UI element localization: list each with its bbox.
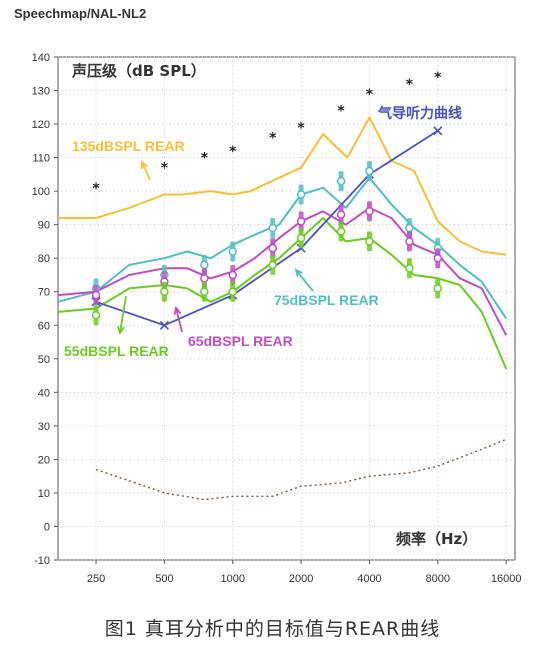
y-tick-label: 80 [38,253,50,265]
upper-limit-marker: * [366,87,374,103]
label-65db-rear: 65dBSPL REAR [188,333,293,349]
target-marker-55db-dot [336,227,346,236]
arrow-55db-rear-head [117,326,125,336]
upper-limit-marker: * [297,120,305,136]
y-tick-label: 20 [38,454,50,466]
target-marker-65db-dot [268,243,277,253]
y-axis-label: 声压级（dB SPL） [71,62,206,80]
series-air-conduction-line [95,130,439,327]
x-tick-label: 1000 [221,573,245,585]
target-marker-65db-dot [296,217,306,226]
target-marker-65db-dot [200,274,209,283]
x-tick-label: 16000 [491,573,522,585]
target-marker-55db-dot [405,264,414,273]
target-marker-55db-dot [160,287,169,296]
chart-header-title: Speechmap/NAL-NL2 [14,6,147,21]
upper-limit-marker: * [201,151,209,167]
target-marker-55db-dot [296,233,306,243]
target-marker-55db-dot [200,287,209,296]
y-tick-label: 40 [38,387,50,399]
target-marker-65db-dot [91,290,101,300]
target-marker-65db-dot [336,210,346,219]
y-tick-label: 120 [32,119,50,131]
label-75db-rear: 75dBSPL REAR [274,292,379,308]
x-tick-label: 250 [87,573,105,585]
arrow-135db-rear-head [140,160,148,170]
series-65db-rear-line [57,206,508,336]
x-tick-label: 8000 [426,573,450,585]
arrow-65db-rear [175,307,183,333]
y-tick-label: 10 [38,488,50,500]
series-135db-rear-line [58,116,507,256]
target-marker-65db-dot [405,237,414,246]
x-axis-label: 频率（Hz） [396,530,477,548]
target-marker-75db-dot [228,247,237,256]
target-marker-75db-dot [296,190,306,199]
target-marker-55db-dot [228,287,237,296]
y-tick-label: 100 [32,186,50,198]
y-tick-label: 70 [38,287,50,299]
target-marker-65db-dot [365,207,374,216]
target-marker-65db-dot [228,270,237,280]
y-tick-label: 110 [32,153,50,165]
arrow-65db-rear-head [173,305,182,316]
x-tick-label: 500 [155,573,173,585]
target-marker-55db-dot [268,260,277,270]
arrow-75db-rear [295,269,314,292]
arrow-55db-rear [119,295,127,334]
x-tick-label: 4000 [357,573,381,585]
target-marker-55db-dot [433,284,443,293]
air-conduction-marker [159,320,169,330]
y-tick-label: 0 [44,521,50,533]
target-marker-55db-dot [365,237,374,246]
target-marker-75db-dot [200,260,209,270]
y-tick-label: -10 [34,555,50,567]
target-marker-65db-dot [433,253,443,263]
upper-limit-marker: * [406,77,414,93]
air-conduction-marker [433,126,443,136]
upper-limit-marker: * [161,161,169,177]
target-marker-75db-dot [365,166,374,176]
y-tick-label: 90 [38,220,50,232]
upper-limit-marker: * [229,144,237,160]
upper-limit-marker: * [92,181,100,197]
label-air-conduction: 气导听力曲线 [377,105,462,121]
target-marker-55db-dot [91,310,101,320]
label-135db-rear: 135dBSPL REAR [72,138,185,154]
y-tick-label: 140 [32,52,50,64]
x-tick-label: 2000 [289,573,313,585]
arrow-75db-rear-head [294,268,303,278]
y-tick-label: 30 [38,421,50,433]
target-marker-75db-dot [268,223,277,233]
label-55db-rear: 55dBSPL REAR [64,343,169,359]
figure-caption: 图1 真耳分析中的目标值与REAR曲线 [104,618,441,640]
threshold-curve [95,438,507,501]
arrow-135db-rear [141,161,151,181]
air-conduction-marker [296,243,306,253]
target-marker-75db-dot [336,176,346,186]
plot-area [57,56,516,561]
target-marker-75db-dot [405,223,414,233]
y-tick-label: 130 [32,86,50,98]
upper-limit-marker: * [337,104,345,120]
upper-limit-marker: * [434,70,442,86]
y-tick-label: 60 [38,320,50,332]
upper-limit-marker: * [269,130,277,146]
y-tick-label: 50 [38,354,50,366]
